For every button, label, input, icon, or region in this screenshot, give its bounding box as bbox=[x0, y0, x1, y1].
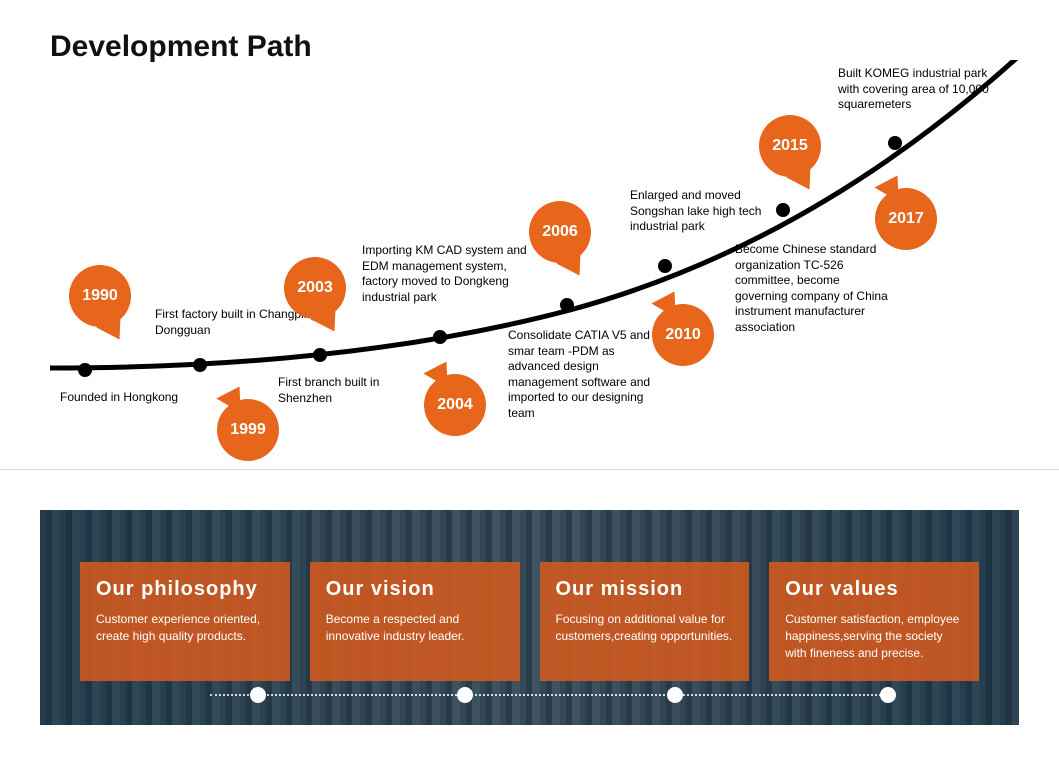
year-pin: 2004 bbox=[424, 374, 486, 436]
carousel-dot[interactable] bbox=[457, 687, 473, 703]
milestone-description: Consolidate CATIA V5 and smar team -PDM … bbox=[508, 328, 668, 422]
milestone-description: Importing KM CAD system and EDM manageme… bbox=[362, 243, 537, 305]
dots-track bbox=[210, 694, 889, 696]
year-pin: 1990 bbox=[69, 265, 131, 327]
timeline-point bbox=[560, 298, 574, 312]
year-pin: 1999 bbox=[217, 399, 279, 461]
carousel-dot[interactable] bbox=[667, 687, 683, 703]
value-card-body: Customer satisfaction, employee happines… bbox=[785, 611, 963, 661]
milestone-description: First branch built in Shenzhen bbox=[278, 375, 428, 406]
year-pin: 2010 bbox=[652, 304, 714, 366]
value-card-title: Our vision bbox=[326, 578, 504, 601]
value-card-body: Focusing on additional value for custome… bbox=[556, 611, 734, 645]
carousel-dots-row bbox=[40, 687, 1019, 703]
milestone-description: Enlarged and moved Songshan lake high te… bbox=[630, 188, 795, 235]
value-card-body: Become a respected and innovative indust… bbox=[326, 611, 504, 645]
values-section: Our philosophy Customer experience orient… bbox=[40, 510, 1019, 725]
year-label: 2004 bbox=[437, 396, 473, 414]
value-card-title: Our philosophy bbox=[96, 578, 274, 601]
milestone-description: Founded in Hongkong bbox=[60, 390, 180, 406]
value-cards-row: Our philosophy Customer experience orient… bbox=[80, 562, 979, 681]
year-label: 2010 bbox=[665, 326, 701, 344]
milestone-description: Built KOMEG industrial park with coverin… bbox=[838, 66, 998, 113]
page-title: Development Path bbox=[50, 30, 1009, 64]
year-pin: 2017 bbox=[875, 188, 937, 250]
year-label: 1990 bbox=[82, 287, 118, 305]
year-label: 2006 bbox=[542, 223, 578, 241]
value-card: Our vision Become a respected and innovat… bbox=[310, 562, 520, 681]
carousel-dot[interactable] bbox=[250, 687, 266, 703]
value-card-body: Customer experience oriented, create hig… bbox=[96, 611, 274, 645]
value-card-title: Our mission bbox=[556, 578, 734, 601]
timeline-point bbox=[658, 259, 672, 273]
year-label: 2017 bbox=[888, 210, 924, 228]
value-card: Our mission Focusing on additional value … bbox=[540, 562, 750, 681]
year-label: 2003 bbox=[297, 279, 333, 297]
year-label: 2015 bbox=[772, 137, 808, 155]
timeline-point bbox=[78, 363, 92, 377]
timeline-point bbox=[776, 203, 790, 217]
year-pin: 2003 bbox=[284, 257, 346, 319]
timeline-section: Development Path 1990 Founded in Hongkong… bbox=[0, 0, 1059, 470]
year-pin: 2015 bbox=[759, 115, 821, 177]
milestone-description: Become Chinese standard organization TC-… bbox=[735, 242, 895, 336]
value-card: Our values Customer satisfaction, employe… bbox=[769, 562, 979, 681]
year-pin: 2006 bbox=[529, 201, 591, 263]
value-card: Our philosophy Customer experience orient… bbox=[80, 562, 290, 681]
timeline-point bbox=[433, 330, 447, 344]
carousel-dot[interactable] bbox=[880, 687, 896, 703]
value-card-title: Our values bbox=[785, 578, 963, 601]
year-label: 1999 bbox=[230, 421, 266, 439]
timeline-point bbox=[193, 358, 207, 372]
timeline-point bbox=[313, 348, 327, 362]
timeline-point bbox=[888, 136, 902, 150]
